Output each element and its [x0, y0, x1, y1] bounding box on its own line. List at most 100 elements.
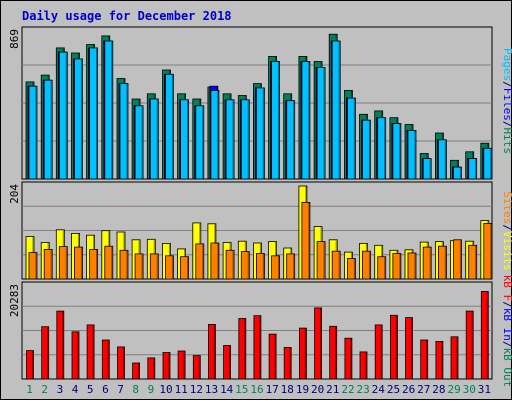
bar-sites-day-19: [301, 201, 311, 280]
bar-pages-day-16: [255, 87, 265, 180]
bar-shade: [338, 41, 340, 179]
x-tick-label-day-15: 15: [235, 383, 248, 396]
legend-kbytes-item: kB F: [501, 275, 512, 302]
bar-shade: [444, 246, 446, 279]
bar-kbytes-day-27: [420, 339, 429, 380]
x-tick-label-day-25: 25: [387, 383, 400, 396]
x-tick-label-day-22: 22: [341, 383, 354, 396]
bar-shade: [126, 250, 128, 279]
y-axis-max-label: 869: [8, 29, 21, 49]
bar-shade: [247, 252, 249, 279]
bar-shade: [308, 202, 310, 279]
bar-sites-day-31: [483, 222, 493, 280]
bar-kbytes-day-30: [465, 310, 474, 380]
bar-shade: [278, 256, 280, 279]
x-tick-label-day-6: 6: [102, 383, 109, 396]
bar-kbytes-day-17: [268, 333, 277, 380]
bar-shade: [475, 245, 477, 279]
bar-shade: [138, 363, 140, 379]
chart-title: Daily usage for December 2018: [22, 9, 232, 23]
bar-kbytes-day-22: [344, 337, 353, 380]
bar-kbytes-day-26: [405, 317, 413, 380]
bar-shade: [31, 351, 34, 379]
bar-shade: [122, 347, 125, 379]
x-tick-label-day-9: 9: [148, 383, 155, 396]
bar-shade: [47, 327, 49, 379]
legend-sites-visits-item: Sites: [501, 191, 512, 224]
bar-sites-day-30: [468, 244, 478, 280]
bar-shade: [244, 319, 246, 379]
bar-kbytes-day-31: [480, 290, 489, 380]
bar-shade: [293, 101, 295, 179]
legend-pages-files-hits-item: Files: [501, 88, 512, 121]
bar-pages-day-29: [453, 166, 462, 180]
bar-kbytes-day-7: [117, 346, 125, 380]
bar-shade: [323, 67, 325, 179]
bar-sites-day-16: [255, 253, 265, 280]
bar-pages-day-13: [210, 90, 220, 180]
bar-shade: [187, 257, 189, 279]
bar-shade: [429, 247, 431, 279]
bar-pages-day-21: [331, 40, 341, 180]
bar-shade: [50, 249, 52, 279]
bar-kbytes-day-16: [253, 315, 262, 380]
x-tick-label-day-7: 7: [117, 383, 124, 396]
bar-shade: [323, 242, 325, 279]
bar-sites-day-25: [392, 253, 402, 280]
bar-sites-day-24: [377, 256, 387, 280]
bar-shade: [65, 52, 67, 179]
x-tick-label-day-3: 3: [57, 383, 64, 396]
x-tick-label-day-2: 2: [41, 383, 48, 396]
legend-pages-files-hits-item: Hits: [501, 128, 512, 155]
bar-shade: [444, 140, 446, 179]
bar-sites-day-23: [362, 250, 371, 280]
bar-shade: [111, 246, 113, 279]
x-tick-label-day-12: 12: [190, 383, 203, 396]
bar-shade: [414, 131, 416, 179]
x-tick-label-day-29: 29: [447, 383, 460, 396]
bar-shade: [62, 311, 64, 379]
bar-shade: [320, 308, 322, 379]
bar-kbytes-day-2: [41, 326, 50, 380]
x-tick-label-day-26: 26: [402, 383, 415, 396]
bar-shade: [35, 253, 37, 279]
bar-shade: [490, 148, 492, 179]
bar-shade: [353, 98, 355, 179]
bar-pages-day-5: [89, 47, 98, 180]
bar-pages-day-17: [271, 61, 281, 180]
bar-kbytes-day-28: [435, 340, 444, 380]
bar-pages-day-3: [58, 51, 68, 180]
legend-pages-files-hits-item: Pages: [501, 48, 512, 81]
bar-sites-day-27: [422, 246, 432, 280]
bar-pages-day-6: [104, 40, 114, 180]
bar-shade: [187, 100, 189, 179]
bar-shade: [441, 341, 443, 379]
bar-shade: [262, 254, 264, 279]
bar-shade: [380, 325, 382, 379]
bar-shade: [274, 334, 276, 379]
bar-shade: [229, 346, 231, 379]
bar-shade: [486, 291, 488, 379]
bar-shade: [426, 340, 428, 379]
bar-shade: [202, 106, 204, 179]
legend-sites-visits: Sites/Visits: [501, 191, 512, 271]
bar-pages-day-7: [119, 83, 129, 180]
bar-shade: [35, 86, 37, 179]
bar-shade: [217, 90, 219, 179]
bar-shade: [153, 358, 155, 379]
bar-sites-day-8: [134, 253, 144, 280]
bar-shade: [92, 325, 94, 379]
bar-shade: [456, 337, 458, 379]
bar-pages-day-15: [240, 99, 250, 180]
bar-pages-day-12: [195, 105, 205, 180]
bar-pages-day-14: [225, 99, 235, 180]
bar-kbytes-day-29: [450, 336, 459, 380]
x-tick-label-day-11: 11: [175, 383, 188, 396]
bar-shade: [232, 100, 234, 179]
legend-kbytes: kB F/kB In/kB Out: [501, 275, 512, 388]
bar-shade: [459, 167, 462, 179]
bar-shade: [475, 159, 477, 179]
bar-sites-day-7: [119, 249, 129, 280]
bar-shade: [171, 74, 174, 179]
